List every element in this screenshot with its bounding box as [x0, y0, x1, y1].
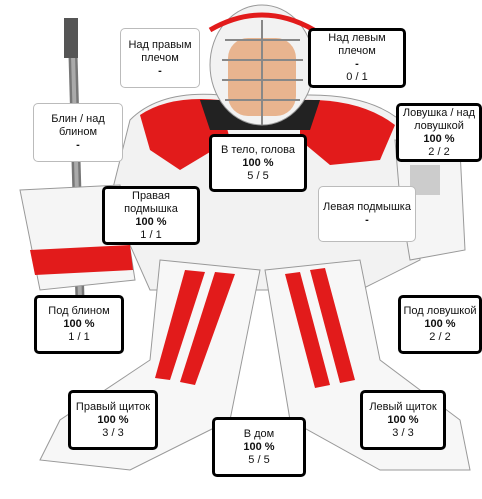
zone-count: 3 / 3	[102, 427, 123, 440]
zone-percent: -	[158, 65, 162, 78]
zone-count: 5 / 5	[247, 170, 268, 183]
zone-label: Блин / над блином	[36, 113, 120, 139]
zone-percent: 100 %	[135, 216, 166, 229]
zone-label: Левый щиток	[369, 401, 436, 414]
zone-label: Над левым плечом	[313, 32, 401, 58]
zone-count: 5 / 5	[248, 454, 269, 467]
zone-label: Правый щиток	[76, 401, 150, 414]
zone-percent: 100 %	[242, 157, 273, 170]
zone-label: Над правым плечом	[123, 39, 197, 65]
zone-label: Ловушка / над ловушкой	[401, 107, 477, 133]
zone-count: 1 / 1	[68, 331, 89, 344]
zone-label: В тело, голова	[221, 144, 295, 157]
zone-percent: 100 %	[387, 414, 418, 427]
zone: Левая подмышка-	[318, 186, 416, 242]
page: Над правым плечом-Над левым плечом-0 / 1…	[0, 0, 482, 499]
zone-label: В дом	[244, 428, 275, 441]
zone-count: 2 / 2	[428, 146, 449, 159]
zone-count: 0 / 1	[346, 71, 367, 84]
zone: Над правым плечом-	[120, 28, 200, 88]
zone-percent: -	[365, 214, 369, 227]
zone-label: Под ловушкой	[403, 305, 476, 318]
zone-percent: 100 %	[424, 318, 455, 331]
zone-percent: 100 %	[63, 318, 94, 331]
zone-label: Под блином	[48, 305, 109, 318]
zone-count: 3 / 3	[392, 427, 413, 440]
zone-percent: -	[355, 58, 359, 71]
zone-label: Левая подмышка	[323, 201, 411, 214]
zone-percent: 100 %	[243, 441, 274, 454]
zone: Над левым плечом-0 / 1	[308, 28, 406, 88]
zone-percent: 100 %	[423, 133, 454, 146]
zone-percent: 100 %	[97, 414, 128, 427]
zone-label: Правая подмышка	[107, 190, 195, 216]
zone-count: 1 / 1	[140, 229, 161, 242]
zone: Блин / над блином-	[33, 103, 123, 162]
zone-count: 2 / 2	[429, 331, 450, 344]
zone-percent: -	[76, 139, 80, 152]
